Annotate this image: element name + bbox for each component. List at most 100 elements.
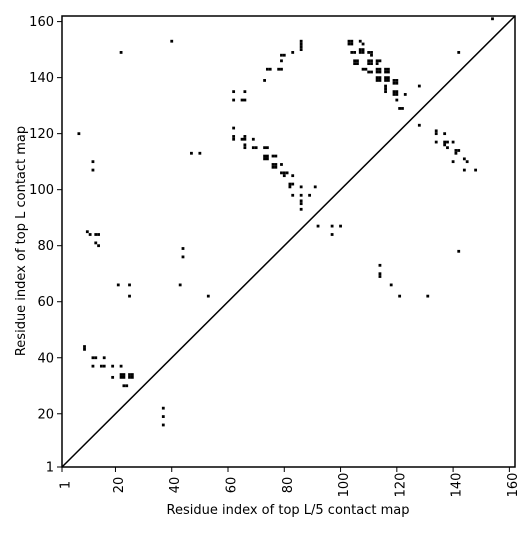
contact-point bbox=[263, 154, 266, 158]
contact-point bbox=[434, 129, 438, 133]
contact-point bbox=[125, 384, 129, 388]
contact-point bbox=[206, 294, 210, 298]
contact-point bbox=[378, 70, 382, 74]
x-axis-ticks: 1 20 40 60 80 100 120 140 160 bbox=[59, 467, 521, 497]
x-tick-label: 120 bbox=[393, 473, 408, 498]
x-tick-label: 140 bbox=[450, 473, 465, 498]
contact-point bbox=[161, 423, 165, 427]
contact-point bbox=[280, 171, 283, 175]
contact-point bbox=[370, 51, 373, 54]
contact-point bbox=[446, 146, 449, 150]
contact-point bbox=[119, 364, 123, 368]
contact-point bbox=[378, 272, 382, 276]
y-tick-label: 100 bbox=[29, 183, 54, 198]
contact-point bbox=[364, 67, 368, 71]
contact-point bbox=[274, 154, 278, 158]
contact-point bbox=[94, 241, 98, 245]
contact-point bbox=[280, 163, 283, 166]
contact-point bbox=[232, 126, 236, 130]
contact-point bbox=[330, 224, 334, 228]
x-tick-label: 1 bbox=[59, 481, 74, 489]
x-tick-label: 20 bbox=[112, 477, 127, 494]
contact-point bbox=[353, 51, 357, 54]
contact-point bbox=[451, 160, 455, 164]
contact-point bbox=[291, 182, 295, 186]
x-tick-label: 60 bbox=[225, 477, 240, 494]
x-tick-label: 100 bbox=[337, 473, 352, 498]
contact-point bbox=[254, 146, 258, 150]
contact-point bbox=[384, 70, 387, 74]
contact-point bbox=[378, 67, 382, 71]
contact-point bbox=[198, 151, 202, 155]
contact-point bbox=[386, 79, 390, 82]
contact-point bbox=[119, 375, 123, 379]
contact-point bbox=[384, 76, 387, 80]
contact-point bbox=[94, 356, 98, 360]
contact-point bbox=[130, 373, 134, 376]
contact-point bbox=[443, 143, 447, 147]
contact-point bbox=[83, 345, 86, 348]
contact-point bbox=[367, 51, 371, 54]
contact-point bbox=[434, 132, 438, 136]
contact-point bbox=[251, 146, 255, 150]
contact-point bbox=[190, 151, 193, 155]
contact-point bbox=[375, 76, 379, 80]
contact-point bbox=[111, 364, 115, 368]
diagonal-line bbox=[61, 15, 516, 468]
contact-point bbox=[353, 62, 357, 66]
contact-point bbox=[395, 93, 399, 96]
contact-point bbox=[240, 137, 244, 141]
contact-point bbox=[251, 137, 255, 141]
contact-point bbox=[274, 165, 278, 169]
contact-point bbox=[77, 132, 81, 136]
contact-point bbox=[243, 146, 247, 150]
contact-point bbox=[375, 67, 379, 71]
contact-point bbox=[111, 375, 115, 379]
contact-point bbox=[232, 137, 236, 141]
contact-point bbox=[403, 93, 407, 96]
x-axis-label: Residue index of top L/5 contact map bbox=[167, 503, 410, 518]
contact-point bbox=[128, 283, 131, 287]
contact-point bbox=[313, 185, 317, 189]
x-tick-label: 160 bbox=[506, 473, 521, 498]
contact-point bbox=[130, 375, 134, 379]
y-tick-label: 80 bbox=[37, 239, 54, 254]
contact-point bbox=[454, 149, 458, 152]
contact-point bbox=[392, 93, 396, 96]
contact-point bbox=[462, 168, 466, 172]
contact-point bbox=[102, 364, 106, 368]
contact-point bbox=[443, 132, 447, 136]
contact-point bbox=[99, 364, 103, 368]
contact-point bbox=[128, 373, 131, 376]
contact-point bbox=[370, 59, 373, 63]
contact-point bbox=[282, 53, 286, 57]
contact-point bbox=[392, 81, 396, 85]
contact-point bbox=[299, 39, 303, 43]
contact-point bbox=[128, 294, 131, 298]
contact-point bbox=[392, 79, 396, 82]
contact-point bbox=[299, 202, 303, 206]
contact-point bbox=[265, 67, 269, 71]
contact-point bbox=[122, 384, 126, 388]
contact-point bbox=[370, 62, 373, 66]
contact-point bbox=[367, 70, 371, 74]
contact-point bbox=[291, 51, 295, 54]
contact-point bbox=[384, 87, 387, 91]
contact-point bbox=[308, 193, 312, 197]
contact-point bbox=[128, 375, 131, 379]
contact-point bbox=[280, 67, 283, 71]
contact-point bbox=[85, 230, 89, 234]
contact-point bbox=[401, 107, 404, 110]
contact-point bbox=[375, 79, 379, 82]
y-axis-label: Residue index of top L contact map bbox=[14, 126, 29, 356]
contact-point bbox=[265, 157, 269, 161]
contact-point bbox=[358, 51, 362, 54]
contact-point bbox=[271, 154, 275, 158]
y-tick-label: 40 bbox=[37, 351, 54, 366]
contact-point bbox=[367, 62, 371, 66]
contact-point bbox=[358, 39, 362, 43]
marks-layer bbox=[77, 17, 494, 427]
contact-point bbox=[462, 157, 466, 161]
contact-point bbox=[384, 67, 387, 71]
